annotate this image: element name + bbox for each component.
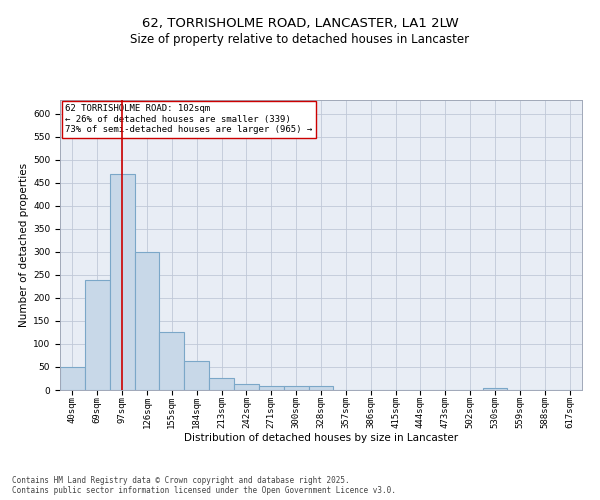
Bar (284, 386, 308, 390)
Bar (160, 332, 184, 390)
Y-axis label: Number of detached properties: Number of detached properties (19, 163, 29, 327)
Bar (259, 386, 284, 390)
Text: 62 TORRISHOLME ROAD: 102sqm
← 26% of detached houses are smaller (339)
73% of se: 62 TORRISHOLME ROAD: 102sqm ← 26% of det… (65, 104, 313, 134)
Text: Contains HM Land Registry data © Crown copyright and database right 2025.
Contai: Contains HM Land Registry data © Crown c… (12, 476, 396, 495)
Bar (209, 378, 234, 390)
Bar (85, 280, 110, 390)
Bar (184, 362, 209, 390)
Bar (110, 174, 134, 390)
Bar (234, 384, 259, 390)
Text: Size of property relative to detached houses in Lancaster: Size of property relative to detached ho… (130, 32, 470, 46)
X-axis label: Distribution of detached houses by size in Lancaster: Distribution of detached houses by size … (184, 432, 458, 442)
Bar (134, 252, 160, 390)
Bar (60, 367, 85, 390)
Text: 62, TORRISHOLME ROAD, LANCASTER, LA1 2LW: 62, TORRISHOLME ROAD, LANCASTER, LA1 2LW (142, 18, 458, 30)
Bar (308, 386, 334, 390)
Bar (482, 388, 508, 390)
